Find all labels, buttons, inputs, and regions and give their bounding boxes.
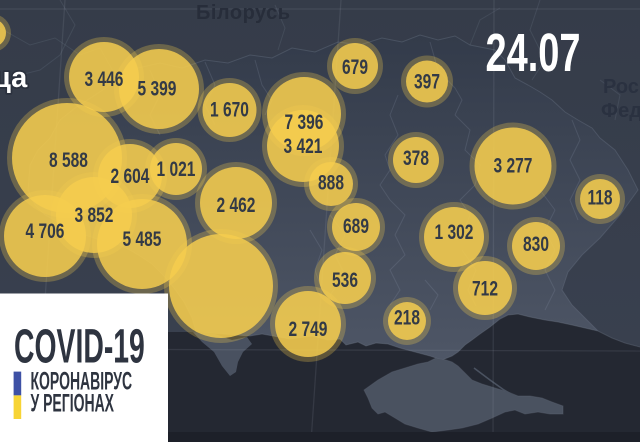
svg-text:2 604: 2 604: [111, 164, 150, 188]
svg-text:Рос: Рос: [603, 76, 639, 98]
svg-text:1 302: 1 302: [435, 220, 474, 244]
svg-text:218: 218: [394, 305, 420, 329]
svg-text:У РЕГІОНАХ: У РЕГІОНАХ: [31, 391, 115, 418]
svg-text:3 852: 3 852: [75, 203, 114, 227]
svg-text:2 462: 2 462: [217, 193, 256, 217]
svg-text:1 021: 1 021: [157, 157, 196, 181]
svg-text:Білорусь: Білорусь: [196, 2, 291, 24]
svg-text:5 399: 5 399: [138, 76, 177, 100]
svg-text:830: 830: [523, 232, 549, 256]
svg-text:5 485: 5 485: [123, 227, 162, 251]
svg-text:COVID-19: COVID-19: [14, 320, 145, 374]
svg-text:118: 118: [587, 185, 612, 209]
svg-text:3 446: 3 446: [85, 67, 124, 91]
svg-text:Фед: Фед: [601, 100, 640, 122]
svg-text:3 421: 3 421: [284, 134, 323, 158]
svg-text:679: 679: [342, 55, 368, 79]
svg-text:712: 712: [472, 276, 498, 300]
svg-text:7 396: 7 396: [285, 110, 324, 134]
svg-text:24.07: 24.07: [485, 23, 580, 83]
svg-text:8 588: 8 588: [49, 148, 88, 172]
svg-text:536: 536: [332, 268, 358, 292]
svg-text:1 670: 1 670: [210, 97, 249, 121]
svg-text:КОРОНАВІРУС: КОРОНАВІРУС: [31, 369, 133, 396]
svg-text:2 749: 2 749: [289, 317, 328, 341]
svg-text:3 277: 3 277: [494, 153, 533, 177]
svg-text:888: 888: [318, 170, 344, 194]
svg-text:689: 689: [343, 214, 369, 238]
svg-text:4 706: 4 706: [26, 219, 65, 243]
svg-text:ца: ца: [0, 62, 28, 94]
svg-text:397: 397: [414, 69, 440, 93]
svg-text:378: 378: [403, 146, 429, 170]
